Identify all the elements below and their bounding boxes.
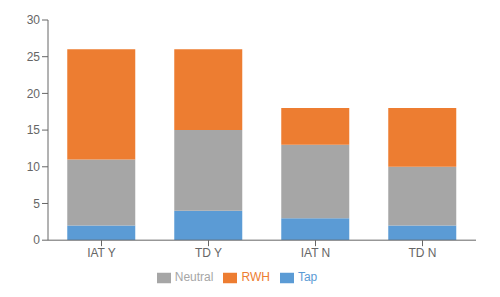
svg-text:5: 5 bbox=[33, 197, 40, 211]
svg-text:0: 0 bbox=[33, 233, 40, 247]
html-text:RWH: RWH bbox=[241, 270, 270, 285]
svg-text:20: 20 bbox=[27, 87, 41, 101]
html-text:Tap: Tap bbox=[297, 270, 318, 285]
svg-text:IAT Y: IAT Y bbox=[87, 246, 116, 260]
svg-text:15: 15 bbox=[27, 123, 41, 137]
svg-text:TD N: TD N bbox=[409, 246, 437, 260]
html-text:Neutral: Neutral bbox=[174, 270, 214, 285]
svg-text:10: 10 bbox=[27, 160, 41, 174]
svg-text:IAT N: IAT N bbox=[301, 246, 331, 260]
svg-text:30: 30 bbox=[27, 13, 41, 27]
svg-text:25: 25 bbox=[27, 50, 41, 64]
svg-text:TD Y: TD Y bbox=[195, 246, 222, 260]
